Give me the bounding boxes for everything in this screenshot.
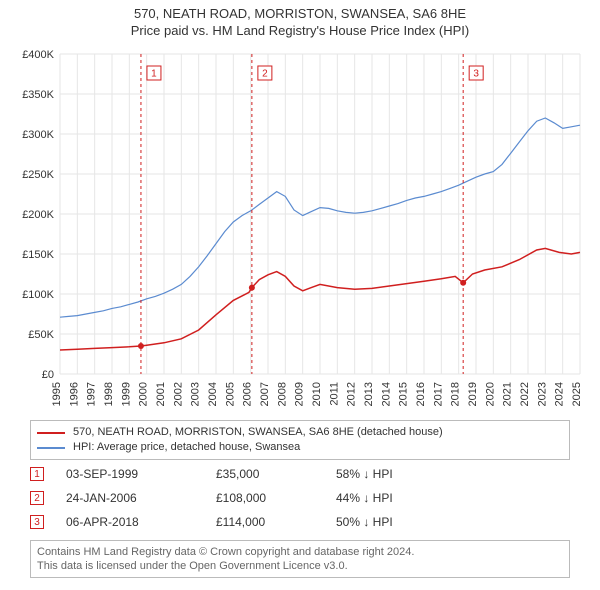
svg-text:1998: 1998: [103, 382, 115, 406]
svg-text:2005: 2005: [224, 382, 236, 406]
chart-title-sub: Price paid vs. HM Land Registry's House …: [0, 23, 600, 38]
legend-swatch-1: [37, 447, 65, 449]
sale-row-price-3: £114,000: [216, 515, 336, 529]
svg-text:2020: 2020: [484, 382, 496, 406]
svg-text:2024: 2024: [554, 382, 566, 406]
svg-text:1997: 1997: [86, 382, 98, 406]
svg-text:2006: 2006: [242, 382, 254, 406]
svg-text:2010: 2010: [311, 382, 323, 406]
svg-text:£50K: £50K: [28, 329, 54, 341]
legend-label-1: HPI: Average price, detached house, Swan…: [73, 440, 300, 455]
svg-text:2007: 2007: [259, 382, 271, 406]
svg-text:£0: £0: [42, 369, 54, 381]
svg-text:2018: 2018: [450, 382, 462, 406]
svg-text:£150K: £150K: [22, 249, 54, 261]
sale-row-price-1: £35,000: [216, 467, 336, 481]
svg-text:2021: 2021: [502, 382, 514, 406]
svg-text:2002: 2002: [172, 382, 184, 406]
svg-text:2001: 2001: [155, 382, 167, 406]
svg-text:2003: 2003: [190, 382, 202, 406]
svg-text:£100K: £100K: [22, 289, 54, 301]
svg-text:2017: 2017: [432, 382, 444, 406]
sale-marker-num-2: 2: [262, 69, 268, 80]
sale-row-diff-1: 58% ↓ HPI: [336, 467, 393, 481]
svg-text:2008: 2008: [276, 382, 288, 406]
footer-line-2: This data is licensed under the Open Gov…: [37, 559, 563, 573]
svg-text:£250K: £250K: [22, 169, 54, 181]
chart-container: £0 £50K £100K £150K £200K £250K £300K £350K £400…: [0, 44, 600, 414]
chart-title-main: 570, NEATH ROAD, MORRISTON, SWANSEA, SA6…: [0, 6, 600, 21]
svg-text:1999: 1999: [120, 382, 132, 406]
svg-text:2022: 2022: [519, 382, 531, 406]
page-root: 570, NEATH ROAD, MORRISTON, SWANSEA, SA6…: [0, 0, 600, 590]
sale-point-1: [138, 343, 144, 349]
sale-row-marker-2: 2: [30, 491, 44, 505]
legend-swatch-0: [37, 432, 65, 434]
line-chart: £0 £50K £100K £150K £200K £250K £300K £350K £400…: [0, 44, 600, 414]
svg-text:2019: 2019: [467, 382, 479, 406]
svg-text:2016: 2016: [415, 382, 427, 406]
sale-row-diff-2: 44% ↓ HPI: [336, 491, 393, 505]
legend-row-1: HPI: Average price, detached house, Swan…: [37, 440, 563, 455]
svg-text:2015: 2015: [398, 382, 410, 406]
svg-text:£350K: £350K: [22, 89, 54, 101]
legend-row-0: 570, NEATH ROAD, MORRISTON, SWANSEA, SA6…: [37, 425, 563, 440]
svg-text:2009: 2009: [294, 382, 306, 406]
sale-row-diff-3: 50% ↓ HPI: [336, 515, 393, 529]
svg-text:2000: 2000: [138, 382, 150, 406]
sale-row-marker-3: 3: [30, 515, 44, 529]
svg-text:2014: 2014: [380, 382, 392, 406]
sale-point-3: [460, 280, 466, 286]
svg-text:2013: 2013: [363, 382, 375, 406]
svg-text:2012: 2012: [346, 382, 358, 406]
sale-row-marker-1: 1: [30, 467, 44, 481]
sale-row-3: 3 06-APR-2018£114,00050% ↓ HPI: [30, 510, 570, 534]
sale-point-2: [249, 285, 255, 291]
svg-text:1996: 1996: [68, 382, 80, 406]
legend-label-0: 570, NEATH ROAD, MORRISTON, SWANSEA, SA6…: [73, 425, 443, 440]
svg-text:£400K: £400K: [22, 49, 54, 61]
svg-text:1995: 1995: [51, 382, 63, 406]
sale-row-date-3: 06-APR-2018: [66, 515, 216, 529]
svg-text:2025: 2025: [571, 382, 583, 406]
sale-row-1: 1 03-SEP-1999£35,00058% ↓ HPI: [30, 462, 570, 486]
sale-row-date-2: 24-JAN-2006: [66, 491, 216, 505]
footer-line-1: Contains HM Land Registry data © Crown c…: [37, 545, 563, 559]
svg-text:£300K: £300K: [22, 129, 54, 141]
sale-marker-num-3: 3: [473, 69, 479, 80]
legend-box: 570, NEATH ROAD, MORRISTON, SWANSEA, SA6…: [30, 420, 570, 460]
sale-marker-num-1: 1: [151, 69, 157, 80]
svg-text:2023: 2023: [536, 382, 548, 406]
footer-attribution: Contains HM Land Registry data © Crown c…: [30, 540, 570, 578]
svg-text:£200K: £200K: [22, 209, 54, 221]
sales-table: 1 03-SEP-1999£35,00058% ↓ HPI 2 24-JAN-2006…: [30, 462, 570, 534]
sale-row-date-1: 03-SEP-1999: [66, 467, 216, 481]
sale-row-price-2: £108,000: [216, 491, 336, 505]
chart-titles: 570, NEATH ROAD, MORRISTON, SWANSEA, SA6…: [0, 0, 600, 38]
svg-text:2011: 2011: [328, 382, 340, 406]
sale-row-2: 2 24-JAN-2006£108,00044% ↓ HPI: [30, 486, 570, 510]
svg-text:2004: 2004: [207, 382, 219, 406]
